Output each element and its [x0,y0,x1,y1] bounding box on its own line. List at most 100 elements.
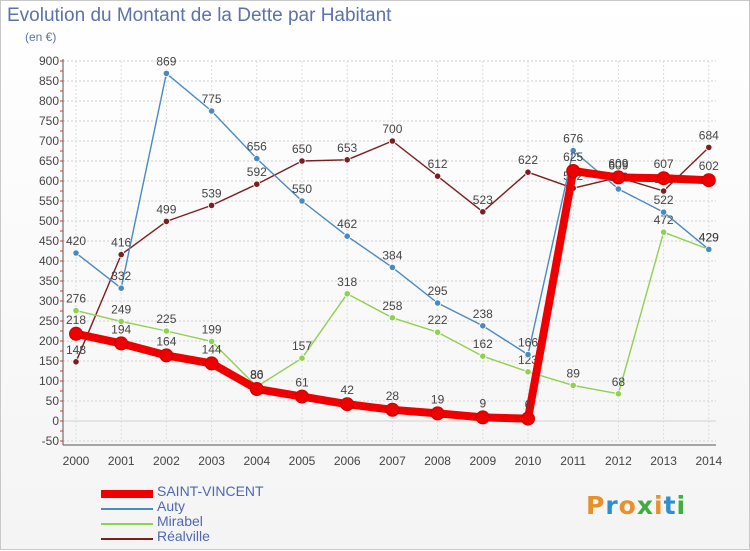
legend-swatch [101,490,153,498]
saint-vincent-point [340,397,355,412]
saint-vincent-data-label: 42 [341,383,355,397]
auty-point [343,232,351,240]
r-alville-point [298,157,306,165]
y-tick-label: 750 [39,114,59,128]
mirabel-point [388,314,396,322]
auty-data-label: 420 [66,234,86,248]
x-tick-label: 2005 [289,454,316,468]
mirabel-point [208,337,216,345]
y-tick-label: 550 [39,194,59,208]
mirabel-data-label: 225 [156,312,176,326]
r-alville-data-label: 416 [111,236,131,250]
r-alville-data-label: 612 [428,157,448,171]
auty-point [162,69,170,78]
y-tick-label: 100 [39,374,59,388]
auty-point [388,263,396,271]
r-alville-data-label: 523 [473,193,493,207]
logo-letter: P [586,491,606,520]
legend-swatch [101,508,153,510]
saint-vincent-data-label: 28 [386,389,400,403]
auty-data-label: 384 [382,248,402,262]
r-alville-data-label: 592 [247,165,267,179]
mirabel-point [614,390,623,398]
saint-vincent-data-label: 194 [111,322,131,336]
auty-point [253,155,261,163]
auty-data-label: 676 [563,132,583,146]
auty-data-label: 462 [337,217,357,231]
chart-subtitle: (en €) [25,30,57,44]
auty-point [117,284,125,292]
auty-point [659,208,668,216]
r-alville-data-label: 684 [699,128,719,142]
x-tick-label: 2010 [515,454,542,468]
saint-vincent-point [249,382,264,396]
auty-point [524,350,532,359]
chart-title: Evolution du Montant de la Dette par Hab… [7,5,392,26]
saint-vincent-point [204,356,219,371]
r-alville-data-label: 148 [66,343,86,357]
r-alville-data-label: 539 [202,186,222,200]
y-tick-label: 250 [39,314,59,328]
auty-point [614,185,623,193]
x-tick-label: 2014 [695,454,722,468]
mirabel-point [524,368,532,376]
x-tick-label: 2009 [469,454,496,468]
mirabel-data-label: 276 [66,292,86,306]
x-tick-label: 2002 [153,454,180,468]
legend-swatch [101,538,153,540]
mirabel-data-label: 157 [292,339,312,353]
saint-vincent-point [656,171,671,186]
r-alville-data-label: 653 [337,141,357,155]
saint-vincent-data-label: 625 [563,150,583,164]
saint-vincent-data-label: 6 [525,398,532,412]
saint-vincent-data-label: 164 [156,334,176,348]
saint-vincent-data-label: 61 [295,376,309,390]
y-tick-label: -50 [42,434,60,448]
r-alville-data-label: 499 [156,202,176,216]
proxiti-logo: Proxiti [586,491,686,520]
mirabel-point [569,381,577,389]
logo-letter: i [654,491,664,520]
y-tick-label: 400 [39,254,59,268]
auty-data-label: 332 [111,269,131,283]
x-tick-label: 2003 [198,454,225,468]
mirabel-point [479,352,487,360]
y-tick-label: 50 [46,394,60,408]
auty-point [208,107,216,115]
y-tick-label: 450 [39,234,59,248]
r-alville-point [705,143,713,151]
mirabel-point [659,228,668,236]
x-tick-label: 2011 [560,454,586,468]
x-tick-label: 2004 [243,454,270,468]
x-tick-label: 2000 [63,454,90,468]
saint-vincent-point [114,336,129,351]
r-alville-point [479,208,487,216]
r-alville-point [343,156,351,164]
saint-vincent-point [159,348,174,363]
mirabel-point [117,317,125,325]
r-alville-point [388,137,396,145]
auty-point [433,299,442,307]
logo-letter: r [605,491,619,520]
r-alville-point [524,168,532,176]
mirabel-point [433,328,442,336]
legend-label: Mirabel [157,513,203,529]
legend-label: SAINT-VINCENT [157,483,264,499]
r-alville-data-label: 622 [518,153,538,167]
mirabel-data-label: 123 [518,353,538,367]
auty-data-label: 429 [699,230,719,244]
y-tick-label: 850 [39,74,59,88]
mirabel-data-label: 222 [428,313,448,327]
logo-letter: x [636,491,654,520]
auty-data-label: 295 [428,284,448,298]
y-tick-label: 200 [39,334,59,348]
mirabel-data-label: 249 [111,302,131,316]
saint-vincent-point [611,170,626,185]
auty-data-label: 238 [473,307,493,321]
r-alville-point [208,201,216,209]
logo-letter: o [618,491,637,520]
y-tick-label: 900 [39,54,59,68]
y-tick-label: 650 [39,154,59,168]
y-tick-label: 300 [39,294,59,308]
